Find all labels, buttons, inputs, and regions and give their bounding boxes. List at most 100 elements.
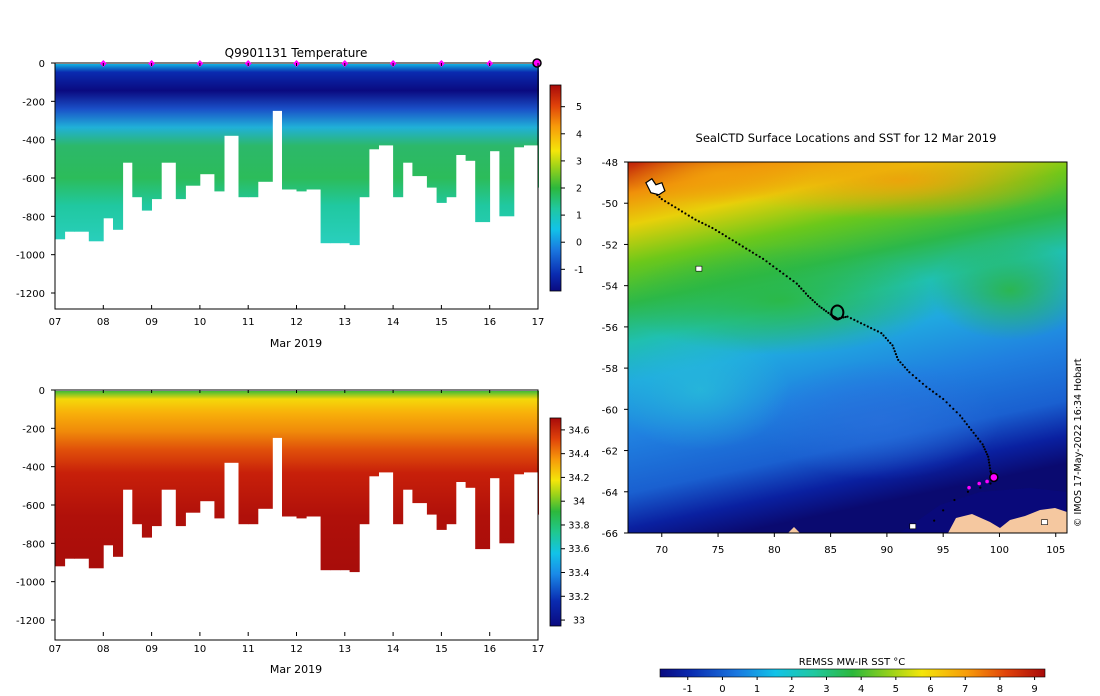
map-x-tick-label: 85 (824, 545, 837, 556)
salinity-colorbar-tick-label: 33.4 (568, 568, 589, 579)
map-latitude-axis: -48 -50 -52 -54 -56 -58 -60 -62 -64 -66 (602, 158, 628, 540)
track-point (899, 361, 902, 364)
latest-position-marker (989, 472, 999, 483)
track-point (938, 395, 941, 398)
track-point (658, 195, 661, 199)
sst-colorbar-tick-label: 4 (858, 684, 864, 695)
track-point (816, 303, 819, 306)
temperature-y-tick-label: 0 (39, 59, 45, 70)
map-y-tick-label: -54 (602, 282, 618, 293)
track-point (694, 218, 697, 221)
track-point (942, 397, 945, 401)
track-point (800, 287, 803, 290)
salinity-x-tick-label: 11 (242, 644, 255, 655)
track-point (870, 327, 873, 330)
track-point (704, 223, 707, 226)
track-point (738, 243, 741, 246)
sst-colorbar-ticks: -1 0 1 2 3 4 5 6 7 8 9 (683, 677, 1038, 695)
track-point (772, 265, 775, 268)
temperature-profile-column (349, 64, 360, 246)
track-point (882, 334, 885, 337)
track-point (724, 235, 728, 238)
track-point (802, 289, 805, 293)
track-point (798, 285, 801, 288)
salinity-profile-column (88, 391, 104, 569)
salinity-date-label: Mar 2019 (270, 663, 322, 676)
temperature-profile-column (272, 64, 283, 111)
salinity-profile-column (122, 391, 133, 490)
track-point (979, 440, 982, 443)
salinity-profile-column (340, 391, 351, 571)
salinity-profile-column (161, 391, 177, 490)
temperature-profile-column (161, 64, 177, 163)
track-point (895, 355, 899, 359)
salinity-heatmap (55, 391, 539, 573)
salinity-profile-column (113, 391, 124, 557)
salinity-x-tick-label: 17 (532, 644, 545, 655)
salinity-profile-column (320, 391, 331, 571)
salinity-profile-column (257, 391, 273, 509)
temperature-profile-column (296, 64, 307, 192)
salinity-profile-column (55, 391, 66, 567)
salinity-profile-column (141, 391, 152, 538)
salinity-profile-column (330, 391, 341, 571)
salinity-x-tick-label: 14 (387, 644, 400, 655)
track-point (728, 237, 731, 240)
track-point (906, 368, 909, 371)
temperature-profile-column (378, 64, 394, 146)
salinity-profile-column (378, 391, 394, 473)
track-point (892, 347, 895, 350)
temperature-colorbar (549, 84, 562, 292)
temperature-x-tick-label: 14 (387, 317, 400, 328)
track-point (908, 371, 911, 374)
map-y-tick-label: -56 (602, 323, 618, 334)
salinity-profile-column (185, 391, 201, 513)
track-point (876, 330, 880, 333)
imos-credit: © IMOS 17-May-2022 16:34 Hobart (1073, 358, 1084, 527)
temperature-x-tick-label: 15 (435, 317, 448, 328)
track-point (953, 498, 956, 502)
track-point (921, 382, 925, 385)
sst-colorbar (659, 668, 1046, 678)
track-point (965, 423, 968, 426)
track-point (820, 306, 823, 309)
track-point (721, 233, 724, 236)
track-point (751, 251, 755, 254)
map-x-tick-label: 100 (990, 545, 1009, 556)
salinity-profile-column (402, 391, 413, 490)
current-day-position (985, 479, 989, 484)
temperature-profile-column (64, 64, 75, 232)
track-point (981, 443, 984, 446)
track-point (961, 417, 964, 420)
temperature-profile-column (368, 64, 379, 150)
temperature-profile-column (499, 64, 515, 217)
salinity-profile-column (368, 391, 379, 477)
temperature-profile-column (523, 64, 539, 146)
masked-pixel (695, 265, 703, 272)
track-point (664, 200, 667, 203)
temperature-heatmap (55, 64, 539, 246)
temperature-profile-column (330, 64, 341, 244)
temperature-y-tick-label: -200 (22, 97, 45, 108)
sst-colorbar-tick-label: 7 (962, 684, 968, 695)
track-point (853, 318, 856, 321)
salinity-profile-column (296, 391, 307, 519)
salinity-x-tick-label: 13 (338, 644, 351, 655)
track-point (880, 332, 883, 335)
temperature-y-tick-label: -800 (22, 212, 45, 223)
temperature-profile-column (122, 64, 133, 163)
salinity-y-tick-label: -1000 (16, 578, 45, 589)
salinity-profile-column (426, 391, 437, 515)
track-point (983, 448, 986, 451)
masked-pixel (1041, 519, 1048, 525)
temperature-profile-column (436, 64, 447, 203)
temperature-profile-column (55, 64, 66, 240)
salinity-x-tick-label: 15 (435, 644, 448, 655)
track-point (968, 426, 971, 429)
salinity-profile-column (64, 391, 75, 559)
temperature-profile-column (393, 64, 404, 198)
map-y-tick-label: -64 (602, 488, 618, 499)
salinity-colorbar (549, 417, 562, 627)
latest-profile-marker (532, 58, 542, 68)
track-point (886, 339, 890, 342)
